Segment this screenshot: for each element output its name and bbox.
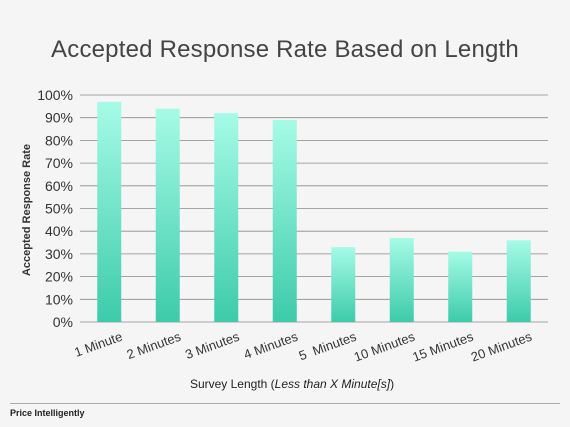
gridlines — [80, 94, 548, 323]
y-tick-label: 60% — [45, 178, 73, 194]
y-tick-labels: 0% 10% 20% 30% 40% 50% 60% 70% 80% 90% 100% — [37, 87, 73, 330]
bar — [214, 113, 239, 322]
y-tick-label: 80% — [45, 132, 73, 148]
bar — [97, 101, 122, 322]
y-tick-label: 30% — [45, 246, 73, 262]
y-tick-label: 10% — [45, 291, 73, 307]
bar — [448, 251, 473, 322]
x-tick-label: 15 Minutes — [410, 329, 475, 365]
x-tick-label: 5 Minutes — [297, 329, 359, 364]
y-tick-label: 70% — [45, 155, 73, 171]
chart-title: Accepted Response Rate Based on Length — [51, 36, 519, 63]
y-tick-label: 0% — [53, 314, 73, 330]
footer-brand: Price Intelligently — [10, 408, 85, 418]
bars — [97, 101, 531, 323]
footer-divider — [10, 403, 560, 404]
y-axis-label: Accepted Response Rate — [21, 144, 33, 276]
y-tick-label: 90% — [45, 110, 73, 126]
x-tick-label: 3 Minutes — [183, 329, 242, 363]
y-tick-label: 20% — [45, 269, 73, 285]
x-tick-label: 2 Minutes — [125, 329, 184, 363]
y-tick-label: 40% — [45, 223, 73, 239]
y-tick-label: 50% — [45, 201, 73, 217]
bar — [272, 119, 297, 322]
x-axis-label: Survey Length (Less than X Minute[s]) — [190, 377, 394, 391]
bar-chart: 0% 10% 20% 30% 40% 50% 60% 70% 80% 90% 100% 1 Minu… — [21, 87, 548, 391]
bar — [389, 238, 414, 322]
bar — [331, 247, 356, 322]
x-tick-label: 1 Minute — [72, 329, 124, 360]
x-tick-label: 20 Minutes — [469, 329, 534, 365]
x-tick-label: 4 Minutes — [242, 329, 301, 363]
x-tick-label: 10 Minutes — [352, 329, 417, 365]
bar — [155, 108, 180, 323]
bar — [506, 240, 531, 322]
y-tick-label: 100% — [37, 87, 73, 103]
